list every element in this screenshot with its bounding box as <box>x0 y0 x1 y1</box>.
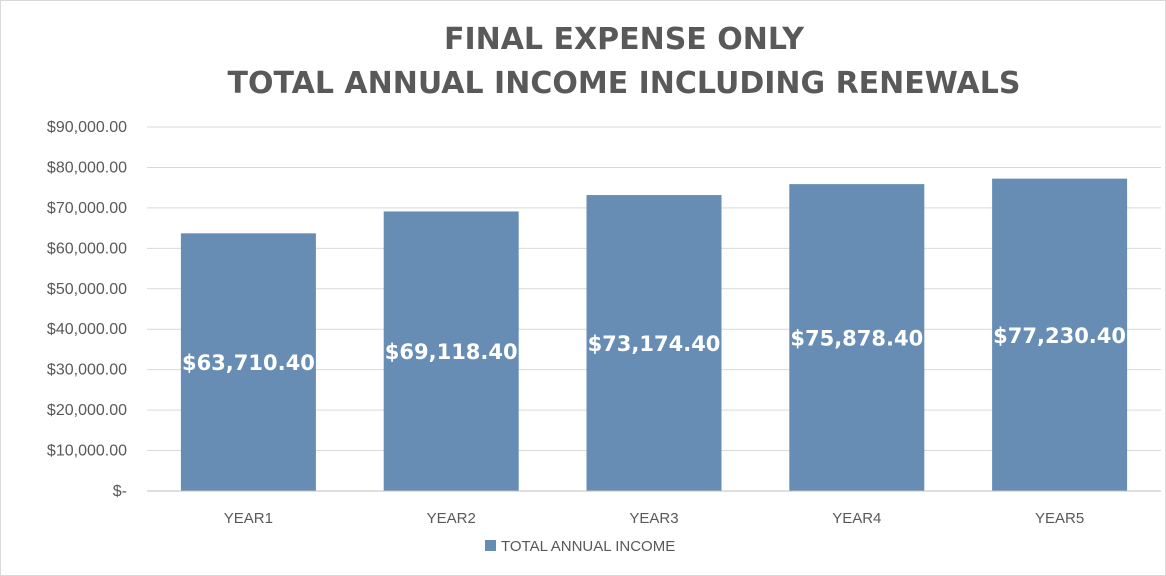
y-tick-label: $60,000.00 <box>47 240 127 257</box>
chart-title-line-1: FINAL EXPENSE ONLY <box>444 22 805 57</box>
x-tick-label: YEAR2 <box>427 510 476 527</box>
bar-year1 <box>180 233 316 491</box>
x-tick-label: YEAR4 <box>832 510 881 527</box>
y-tick-label: $20,000.00 <box>47 402 127 419</box>
legend-label: TOTAL ANNUAL INCOME <box>501 538 675 555</box>
bar-year2 <box>383 211 519 491</box>
data-label: $77,230.40 <box>993 324 1126 348</box>
chart-title-line-2: TOTAL ANNUAL INCOME INCLUDING RENEWALS <box>228 66 1021 101</box>
data-label: $63,710.40 <box>182 351 315 375</box>
y-tick-label: $70,000.00 <box>47 200 127 217</box>
x-tick-label: YEAR5 <box>1035 510 1084 527</box>
data-label: $69,118.40 <box>385 340 518 364</box>
y-tick-label: $80,000.00 <box>47 159 127 176</box>
x-tick-label: YEAR3 <box>629 510 678 527</box>
y-axis: $- $10,000.00 $20,000.00 $30,000.00 $40,000.… <box>47 119 127 500</box>
y-tick-label: $90,000.00 <box>47 119 127 136</box>
legend: TOTAL ANNUAL INCOME <box>485 538 675 555</box>
y-tick-label: $40,000.00 <box>47 321 127 338</box>
chart-title: FINAL EXPENSE ONLY TOTAL ANNUAL INCOME IN… <box>228 22 1021 101</box>
bar-year4 <box>789 184 925 492</box>
y-tick-label: $- <box>113 483 127 500</box>
bar-year3 <box>586 195 722 491</box>
bar-year5 <box>992 178 1128 491</box>
x-axis: YEAR1 YEAR2 YEAR3 YEAR4 YEAR5 <box>147 490 1161 527</box>
x-tick-label: YEAR1 <box>224 510 273 527</box>
bars: $63,710.40 $69,118.40 $73,174.40 $75,878.40… <box>180 178 1128 492</box>
data-label: $73,174.40 <box>588 332 721 356</box>
y-tick-label: $10,000.00 <box>47 443 127 460</box>
y-tick-label: $30,000.00 <box>47 362 127 379</box>
y-tick-label: $50,000.00 <box>47 281 127 298</box>
legend-swatch <box>485 540 496 551</box>
data-label: $75,878.40 <box>790 327 923 351</box>
